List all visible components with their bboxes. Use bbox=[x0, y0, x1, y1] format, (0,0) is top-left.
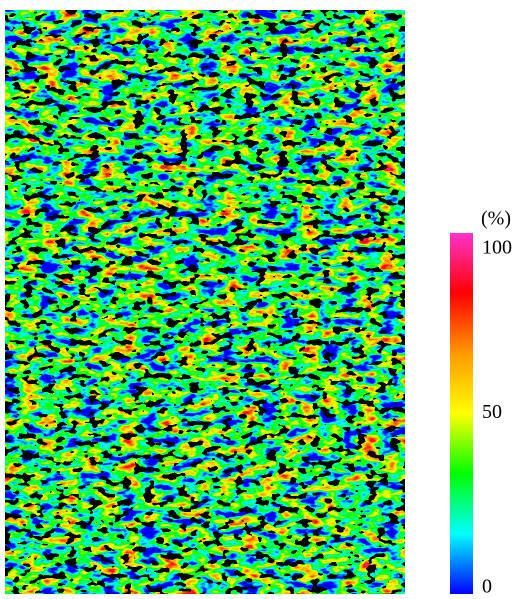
colorbar-tick-label: 0 bbox=[482, 576, 492, 598]
figure: (%) 0 50 100 bbox=[0, 0, 524, 599]
page: (%) 050100 (() => { const data = JSON.pa… bbox=[0, 0, 524, 599]
colorbar-tick-label: 50 bbox=[482, 401, 502, 423]
map-raster bbox=[5, 10, 405, 594]
colorbar-tick-label: 100 bbox=[482, 237, 512, 259]
colorbar bbox=[450, 233, 473, 594]
colorbar-unit: (%) bbox=[481, 208, 511, 230]
